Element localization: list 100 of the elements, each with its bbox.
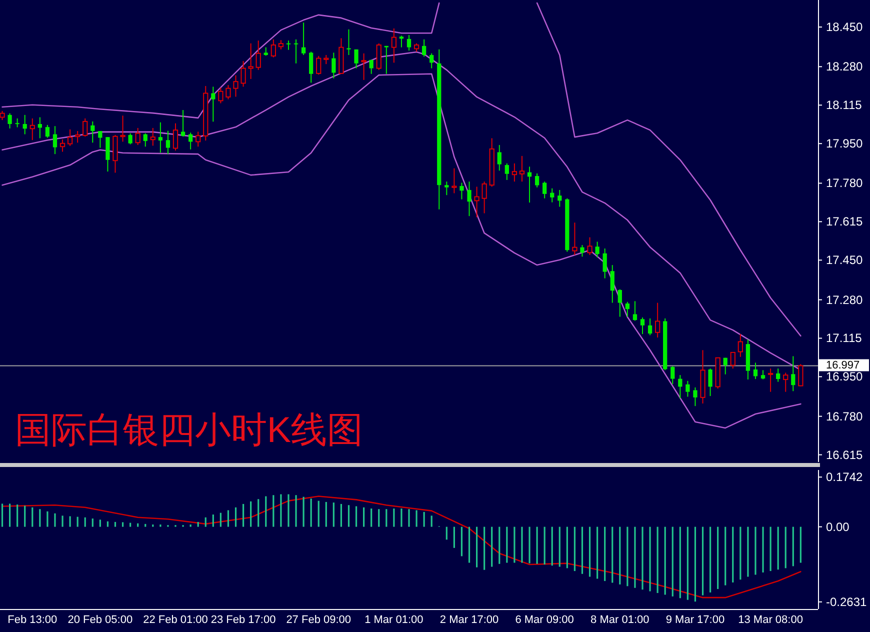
candlestick: [218, 87, 224, 104]
candlestick: [497, 144, 502, 172]
y-tick-label: 17.280: [826, 292, 864, 307]
x-tick-label: 1 Mar 01:00: [364, 614, 424, 626]
candlestick: [595, 241, 600, 258]
candlestick: [38, 116, 42, 139]
candlestick: [640, 316, 645, 335]
candlestick: [270, 38, 276, 58]
candlestick: [196, 131, 201, 148]
candlestick: [369, 59, 374, 74]
text: 国际白银四小时K线图: [15, 409, 364, 450]
candlestick: [22, 114, 27, 135]
candlestick: [504, 162, 509, 180]
candlestick: [534, 172, 540, 188]
y-tick-label: 0.00: [826, 520, 850, 534]
candlestick: [519, 155, 525, 182]
x-tick-label: Feb 13:00: [8, 614, 58, 626]
candlestick: [60, 138, 66, 152]
line-series: [2, 2, 440, 119]
candlestick: [542, 181, 547, 199]
candlestick: [82, 118, 88, 138]
candlestick: [467, 181, 472, 217]
x-tick-label: 27 Feb 09:00: [286, 614, 352, 626]
candlestick: [558, 189, 562, 208]
candlestick: [550, 188, 554, 203]
candlestick: [67, 128, 73, 146]
candlestick: [783, 372, 788, 392]
candlestick: [278, 40, 284, 50]
x-tick-label: 6 Mar 09:00: [515, 614, 574, 626]
candlestick: [738, 334, 743, 358]
line-series: [536, 2, 802, 337]
x-tick-label: 20 Feb 05:00: [68, 614, 133, 626]
candlestick: [460, 182, 464, 200]
candlestick: [75, 130, 80, 144]
x-tick-label: 13 Mar 08:00: [738, 614, 803, 626]
candlestick: [90, 120, 95, 144]
candlestick: [150, 127, 156, 146]
candlestick: [226, 84, 231, 100]
y-tick-label: 16.615: [826, 448, 864, 462]
candlestick: [346, 28, 351, 56]
candlestick: [106, 136, 110, 172]
candlestick: [580, 244, 584, 258]
candlestick: [172, 122, 178, 152]
candlestick: [430, 52, 434, 69]
candlestick: [693, 386, 698, 407]
candlestick: [135, 127, 140, 146]
candlestick: [233, 74, 238, 98]
x-tick-label: 22 Feb 01:00: [143, 614, 208, 626]
y-tick-label: 18.280: [826, 60, 864, 74]
candlestick: [166, 130, 170, 155]
candlestick: [98, 130, 102, 148]
candlestick: [618, 288, 622, 318]
candlestick: [610, 264, 614, 304]
x-tick-label: 2 Mar 17:00: [440, 614, 499, 626]
candlestick: [791, 356, 796, 392]
candlestick: [8, 112, 12, 129]
candlestick: [0, 110, 5, 121]
candlestick: [301, 22, 306, 56]
x-tick-label: 23 Feb 17:00: [210, 614, 276, 626]
candlestick: [211, 86, 216, 122]
candlestick: [482, 181, 487, 214]
y-tick-label: 18.450: [826, 20, 864, 34]
candlestick: [512, 162, 518, 182]
candlestick: [753, 362, 758, 380]
candlestick: [723, 357, 728, 375]
candlestick: [45, 124, 50, 138]
candlestick: [354, 48, 358, 69]
candlestick: [128, 132, 132, 145]
candlestick: [324, 54, 329, 65]
y-tick-label: 16.950: [826, 370, 864, 384]
candlestick: [52, 126, 58, 155]
candlestick: [798, 364, 804, 387]
x-tick-label: 9 Mar 17:00: [666, 614, 725, 626]
candlestick: [708, 368, 712, 397]
candlestick: [391, 28, 397, 64]
candlestick: [572, 222, 578, 256]
candlestick: [776, 368, 780, 382]
candlestick: [120, 115, 126, 142]
y-tick-label: 17.115: [826, 331, 862, 346]
candlestick: [602, 248, 607, 279]
candlestick: [730, 352, 736, 370]
candlestick: [143, 132, 148, 148]
line-series: [2, 496, 802, 598]
candlestick: [444, 181, 449, 196]
candlestick: [625, 301, 630, 318]
candlestick: [316, 55, 322, 76]
candlestick: [158, 122, 163, 154]
candlestick: [30, 118, 35, 141]
y-tick-label: 17.615: [826, 214, 864, 229]
y-tick-label: -0.2631: [826, 594, 868, 609]
candlestick: [256, 40, 261, 70]
candlestick: [286, 40, 291, 50]
candlestick: [180, 110, 186, 138]
candlestick: [361, 52, 366, 80]
candlestick: [309, 51, 314, 84]
candlestick: [670, 366, 675, 385]
y-tick-label: 18.115: [826, 98, 862, 112]
candlestick: [248, 42, 254, 80]
candlestick: [474, 186, 480, 218]
candlestick: [760, 370, 766, 380]
